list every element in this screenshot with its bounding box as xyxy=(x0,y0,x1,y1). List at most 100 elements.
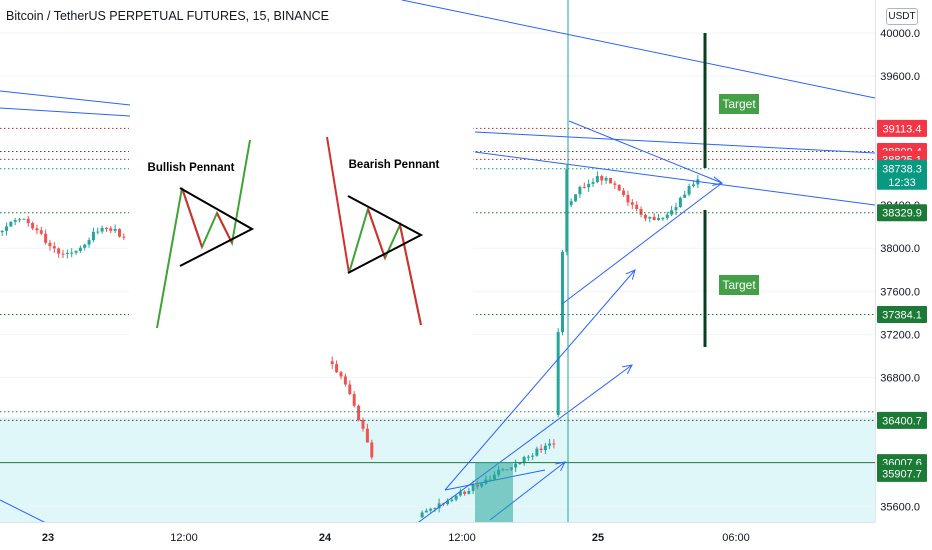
candle xyxy=(9,221,13,227)
price-label-6: 36400.7 xyxy=(877,411,927,429)
candle-body xyxy=(565,169,569,252)
candle xyxy=(622,187,626,197)
candle xyxy=(91,227,95,243)
bearish-pennant-shape xyxy=(347,195,424,274)
candle-body xyxy=(678,197,682,208)
trend-line-7 xyxy=(561,182,723,305)
candle xyxy=(556,328,560,418)
time-tick-4: 25 xyxy=(592,532,604,544)
candle-body xyxy=(526,456,530,458)
candle xyxy=(335,360,339,374)
candle-body xyxy=(639,209,643,215)
candle xyxy=(70,248,74,258)
arrow-head-upper xyxy=(625,269,636,280)
candle-body xyxy=(22,218,26,220)
trend-line-2 xyxy=(0,107,131,117)
price-label-box xyxy=(877,204,927,222)
candle xyxy=(5,222,9,236)
candle-body xyxy=(433,508,437,510)
time-tick-3: 12:00 xyxy=(448,532,476,544)
candle xyxy=(471,480,475,495)
candle-body xyxy=(352,394,356,406)
candle-body xyxy=(463,491,467,494)
candle xyxy=(454,495,458,502)
candle-body xyxy=(458,491,462,496)
candle-body xyxy=(582,186,586,188)
bearish-flagpole xyxy=(326,136,350,274)
arrow-head-lower xyxy=(622,364,633,375)
candle xyxy=(522,455,526,466)
candle-body xyxy=(600,175,604,181)
candle-body xyxy=(587,183,591,188)
trend-line-1 xyxy=(0,90,131,106)
price-label-text: 36400.7 xyxy=(882,415,922,427)
candle xyxy=(370,439,374,460)
candle xyxy=(578,185,582,199)
target-up-box xyxy=(719,94,759,114)
currency-button[interactable]: USDT xyxy=(886,8,918,25)
trend-line-6 xyxy=(568,120,723,184)
candle-body xyxy=(31,223,35,229)
candle-body xyxy=(635,204,639,210)
candle xyxy=(113,224,117,234)
candle xyxy=(613,180,617,190)
candle xyxy=(574,194,578,202)
candle xyxy=(357,404,361,422)
candle-body xyxy=(57,248,61,254)
candle-body xyxy=(471,484,475,491)
candle-body xyxy=(578,186,582,195)
price-label-text: 37384.1 xyxy=(882,310,922,322)
candle-body xyxy=(65,252,69,254)
bearish-path-down-2 xyxy=(399,224,422,326)
candle xyxy=(26,215,30,227)
candle xyxy=(665,211,669,221)
pennant-inset-bg xyxy=(129,121,473,351)
target-up-text: Target xyxy=(722,97,756,111)
candle-body xyxy=(61,253,65,255)
candle-body xyxy=(454,495,458,500)
candle xyxy=(44,229,48,245)
candle xyxy=(661,216,665,221)
candle-body xyxy=(39,230,43,234)
candle-body xyxy=(657,218,661,220)
candle xyxy=(61,249,65,258)
candle-body xyxy=(13,220,17,222)
candle xyxy=(582,182,586,189)
candle-body xyxy=(543,445,547,451)
candle xyxy=(458,488,462,497)
time-tick-5: 06:00 xyxy=(722,532,750,544)
candle xyxy=(352,391,356,408)
price-label-8: 35907.7 xyxy=(877,464,927,482)
candle-body xyxy=(437,503,441,509)
candle xyxy=(604,176,608,184)
price-tick-3: 38000.0 xyxy=(880,243,920,255)
price-label-3: 38738.3 12:33 xyxy=(877,159,927,190)
candle xyxy=(648,216,652,223)
candle xyxy=(535,446,539,457)
candle xyxy=(365,423,369,443)
candle-body xyxy=(117,228,121,237)
support-zone xyxy=(0,417,875,522)
candle-body xyxy=(18,219,22,221)
candle xyxy=(361,417,365,432)
candle-body xyxy=(335,364,339,373)
candle-body xyxy=(552,443,556,445)
candle-body xyxy=(52,246,56,249)
arrow-head-pennant xyxy=(712,176,724,186)
candle-body xyxy=(78,247,82,251)
candle xyxy=(39,226,43,236)
candle xyxy=(652,213,656,221)
candle-body xyxy=(74,250,78,253)
candle-body xyxy=(591,182,595,184)
candle xyxy=(52,242,56,253)
chart-title: Bitcoin / TetherUS PERPETUAL FUTURES, 15… xyxy=(6,9,330,23)
candle-body xyxy=(48,242,52,247)
candle xyxy=(514,459,518,473)
candle xyxy=(531,452,535,460)
target-up-label: Target xyxy=(719,94,759,114)
price-label-text: 38738.3 xyxy=(882,163,922,175)
candle-body xyxy=(518,463,522,465)
bullish-path-down-1 xyxy=(181,187,203,248)
